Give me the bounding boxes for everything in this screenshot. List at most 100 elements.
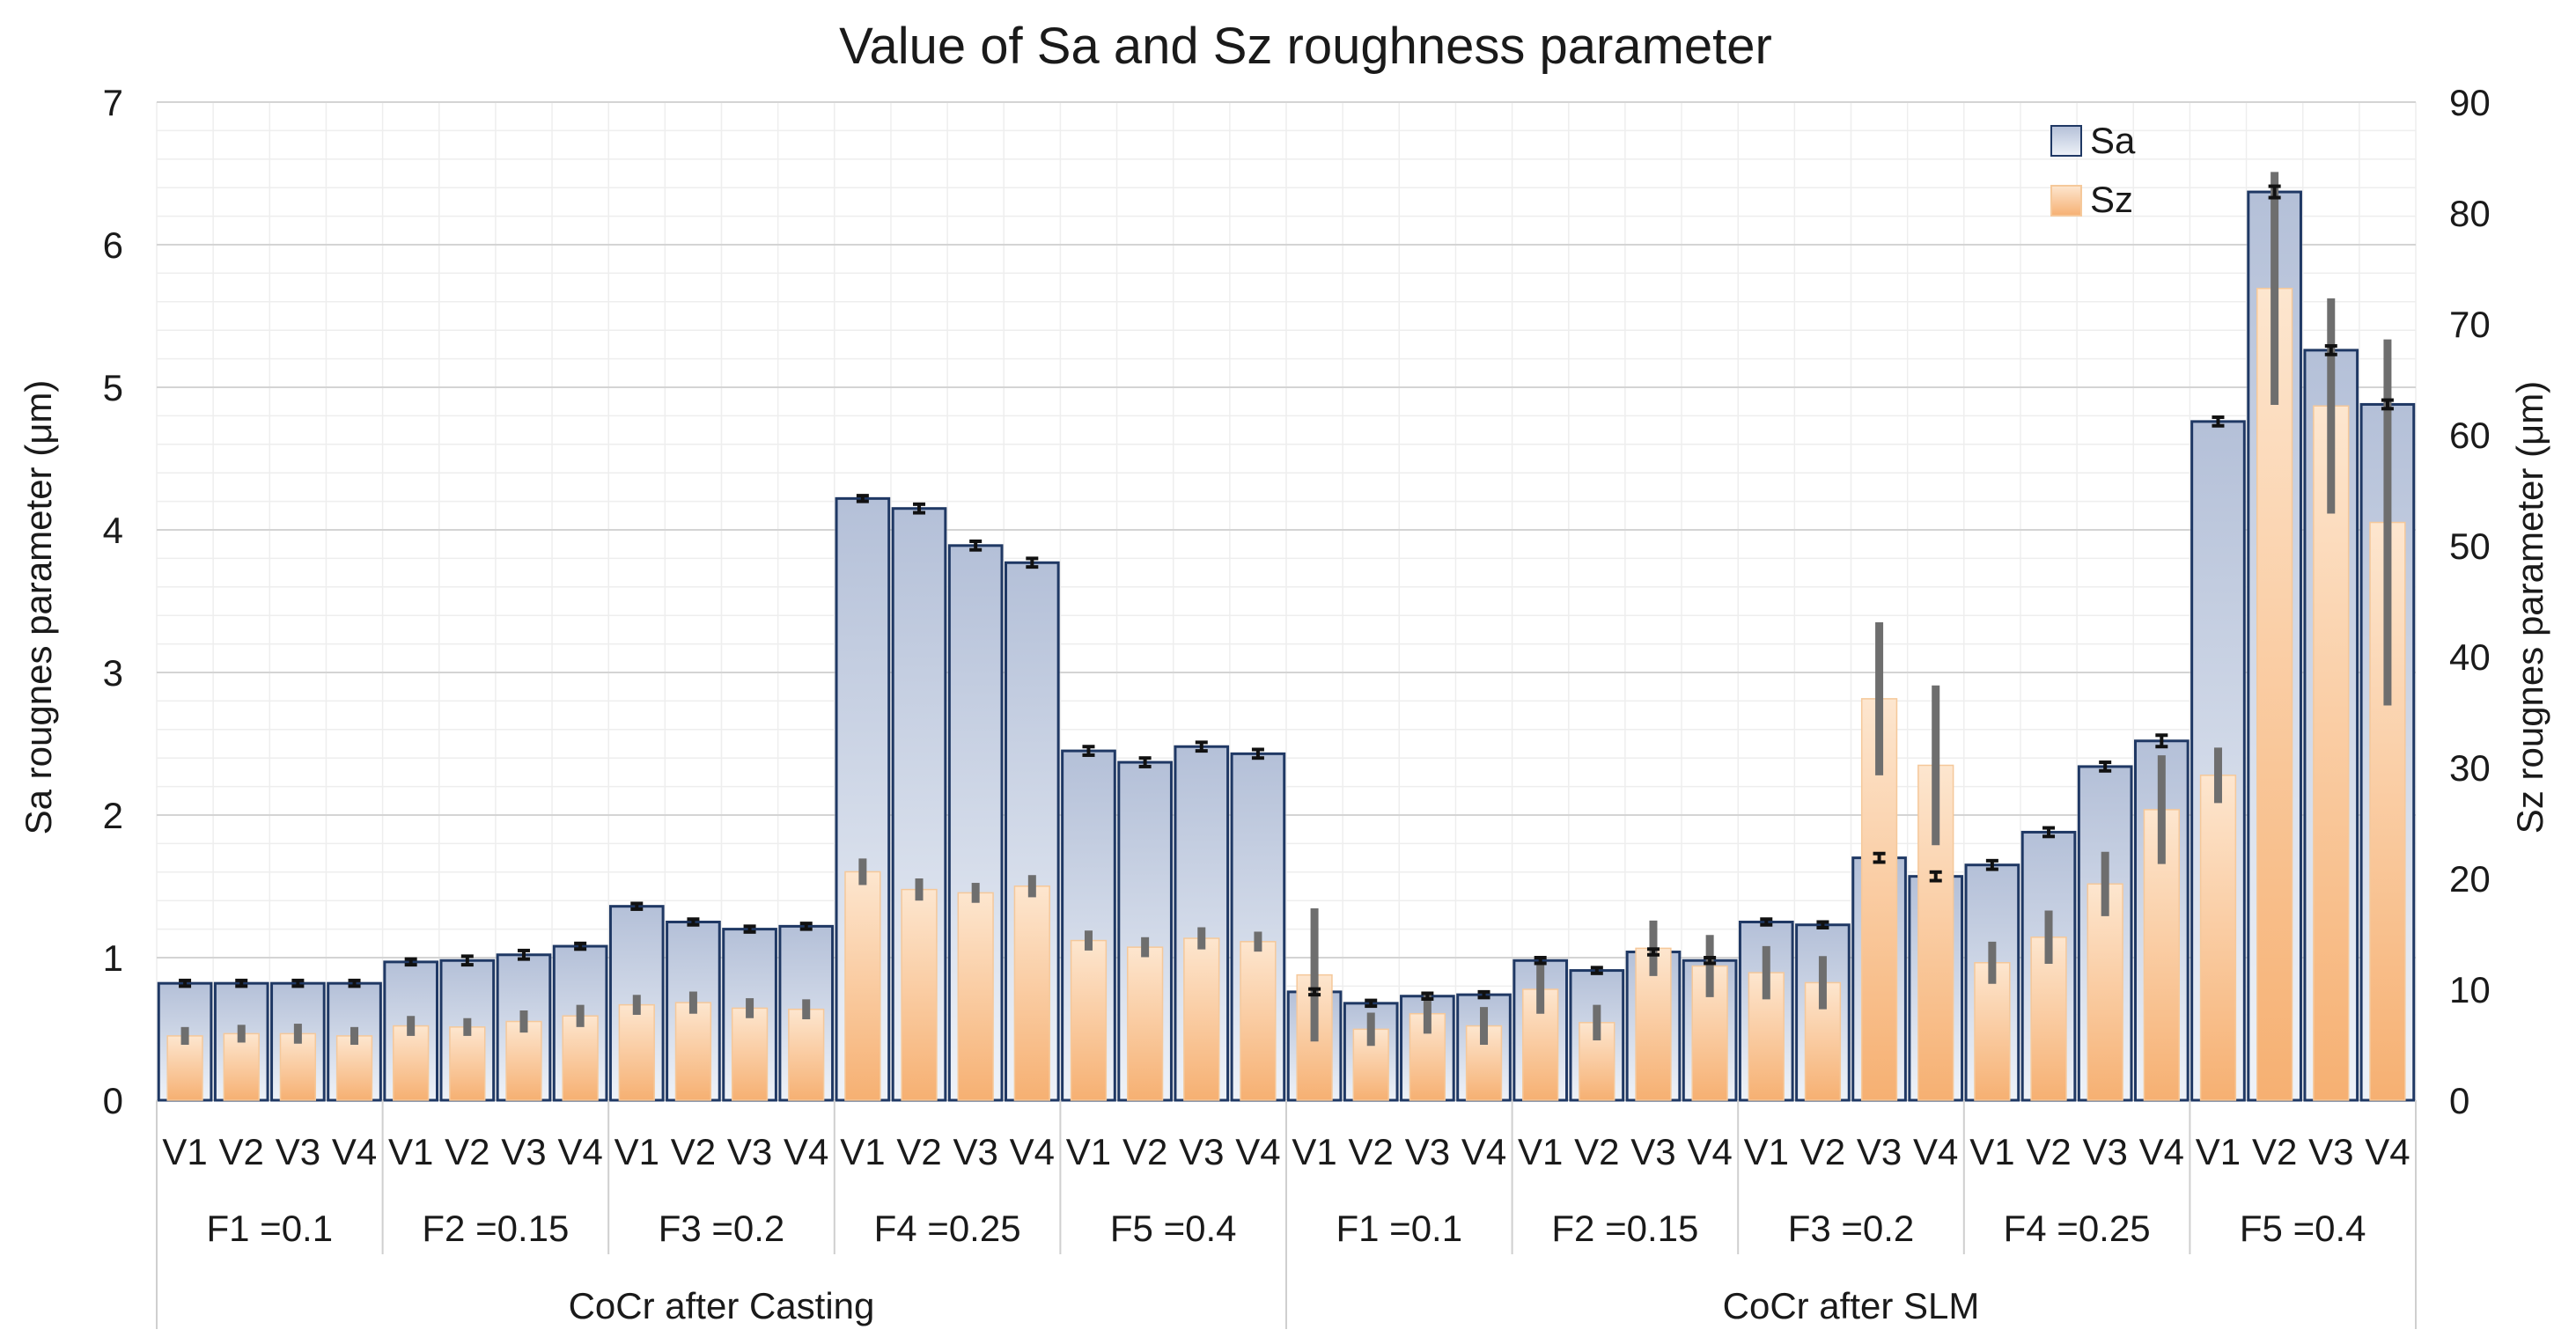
y-right-tick-label: 90 <box>2449 82 2491 123</box>
variant-label: V4 <box>2365 1131 2410 1172</box>
y-right-tick-label: 80 <box>2449 193 2491 234</box>
variant-label: V1 <box>615 1131 659 1172</box>
y-right-tick-label: 70 <box>2449 304 2491 345</box>
y-right-tick-label: 10 <box>2449 969 2491 1010</box>
variant-label: V2 <box>219 1131 264 1172</box>
feed-label: F4 =0.25 <box>874 1208 1021 1249</box>
variant-label: V2 <box>671 1131 716 1172</box>
legend-label-sz: Sz <box>2090 179 2133 220</box>
variant-label: V2 <box>1349 1131 1394 1172</box>
y-right-tick-label: 60 <box>2449 415 2491 456</box>
legend: Sa Sz <box>2050 120 2136 220</box>
bar-sz <box>279 1032 317 1101</box>
bar-sz <box>901 888 938 1101</box>
bar-sz <box>2030 937 2067 1101</box>
bar-sz <box>1070 939 1108 1101</box>
variant-label: V3 <box>2082 1131 2127 1172</box>
bar-sz <box>957 892 994 1101</box>
bar-sz <box>674 1002 712 1101</box>
gridlines <box>156 101 2417 1101</box>
feed-label: F5 =0.4 <box>2240 1208 2366 1249</box>
bar-sz <box>1409 1012 1446 1101</box>
variant-label: V1 <box>1066 1131 1111 1172</box>
variant-label: V1 <box>2196 1131 2241 1172</box>
bar-sz <box>449 1026 486 1101</box>
feed-label: F3 =0.2 <box>659 1208 785 1249</box>
variant-label: V3 <box>953 1131 997 1172</box>
variant-label: V4 <box>1010 1131 1055 1172</box>
feed-label: F4 =0.25 <box>2004 1208 2151 1249</box>
variant-label: V1 <box>1292 1131 1336 1172</box>
error-bars <box>179 172 2394 1047</box>
bar-sz <box>731 1007 769 1101</box>
bar-sz <box>393 1025 430 1101</box>
y-right-tick-label: 40 <box>2449 636 2491 678</box>
variant-label: V3 <box>276 1131 320 1172</box>
y-left-tick-label: 7 <box>103 82 123 123</box>
variant-label: V2 <box>896 1131 941 1172</box>
variant-label: V4 <box>784 1131 828 1172</box>
bar-sz <box>1126 946 1164 1101</box>
y-left-tick-label: 0 <box>103 1080 123 1121</box>
variant-label: V3 <box>501 1131 546 1172</box>
variant-label: V4 <box>2139 1131 2184 1172</box>
variant-label: V3 <box>2308 1131 2353 1172</box>
y-right-tick-label: 0 <box>2449 1080 2469 1121</box>
legend-swatch-sz <box>2050 185 2082 217</box>
y-left-tick-label: 6 <box>103 224 123 266</box>
variant-label: V1 <box>162 1131 207 1172</box>
group-label: CoCr after SLM <box>1723 1285 1980 1326</box>
bar-sz <box>1974 962 2011 1101</box>
variant-label: V1 <box>840 1131 885 1172</box>
bar-sz <box>1183 937 1220 1101</box>
y-axis-left-label: Sa rougnes parameter (μm) <box>18 380 59 835</box>
variant-label: V2 <box>2252 1131 2297 1172</box>
variant-label: V4 <box>1913 1131 1958 1172</box>
variant-label: V3 <box>1857 1131 1902 1172</box>
bar-sz <box>2199 775 2237 1101</box>
bar-sz <box>223 1032 260 1101</box>
y-left-tick-label: 4 <box>103 510 123 551</box>
bar-sz <box>2256 287 2293 1101</box>
bar-sz <box>1240 941 1277 1101</box>
bar-sz <box>505 1020 542 1101</box>
variant-label: V4 <box>557 1131 602 1172</box>
variant-label: V4 <box>1687 1131 1732 1172</box>
legend-label-sa: Sa <box>2090 120 2136 161</box>
bar-sz <box>562 1015 599 1101</box>
variant-label: V4 <box>1235 1131 1280 1172</box>
feed-label: F3 =0.2 <box>1788 1208 1915 1249</box>
variant-label: V2 <box>2026 1131 2071 1172</box>
bar-sz <box>2087 883 2123 1101</box>
bar-sz <box>618 1003 655 1101</box>
variant-label: V3 <box>1405 1131 1450 1172</box>
y-axis-right-label: Sz rougnes parameter (μm) <box>2509 381 2550 834</box>
variant-label: V2 <box>1800 1131 1845 1172</box>
variant-label: V2 <box>445 1131 489 1172</box>
variant-label: V3 <box>1630 1131 1675 1172</box>
variant-label: V1 <box>1969 1131 2014 1172</box>
y-right-tick-label: 30 <box>2449 747 2491 789</box>
y-left-tick-label: 3 <box>103 652 123 694</box>
bar-sz <box>166 1035 203 1101</box>
bar-sz <box>788 1008 825 1101</box>
variant-label: V1 <box>388 1131 433 1172</box>
variant-label: V3 <box>727 1131 772 1172</box>
bar-sz <box>1013 885 1050 1101</box>
variant-label: V1 <box>1518 1131 1563 1172</box>
legend-swatch-sa <box>2050 125 2082 157</box>
variant-label: V1 <box>1744 1131 1789 1172</box>
y-left-tick-label: 1 <box>103 937 123 979</box>
group-label: CoCr after Casting <box>569 1285 875 1326</box>
feed-label: F5 =0.4 <box>1110 1208 1237 1249</box>
feed-label: F2 =0.15 <box>422 1208 569 1249</box>
y-right-tick-label: 50 <box>2449 525 2491 567</box>
bar-sz <box>335 1035 373 1101</box>
feed-label: F1 =0.1 <box>1336 1208 1462 1249</box>
y-left-tick-label: 2 <box>103 795 123 836</box>
feed-label: F2 =0.15 <box>1551 1208 1698 1249</box>
y-right-tick-label: 20 <box>2449 858 2491 900</box>
variant-label: V3 <box>1179 1131 1224 1172</box>
